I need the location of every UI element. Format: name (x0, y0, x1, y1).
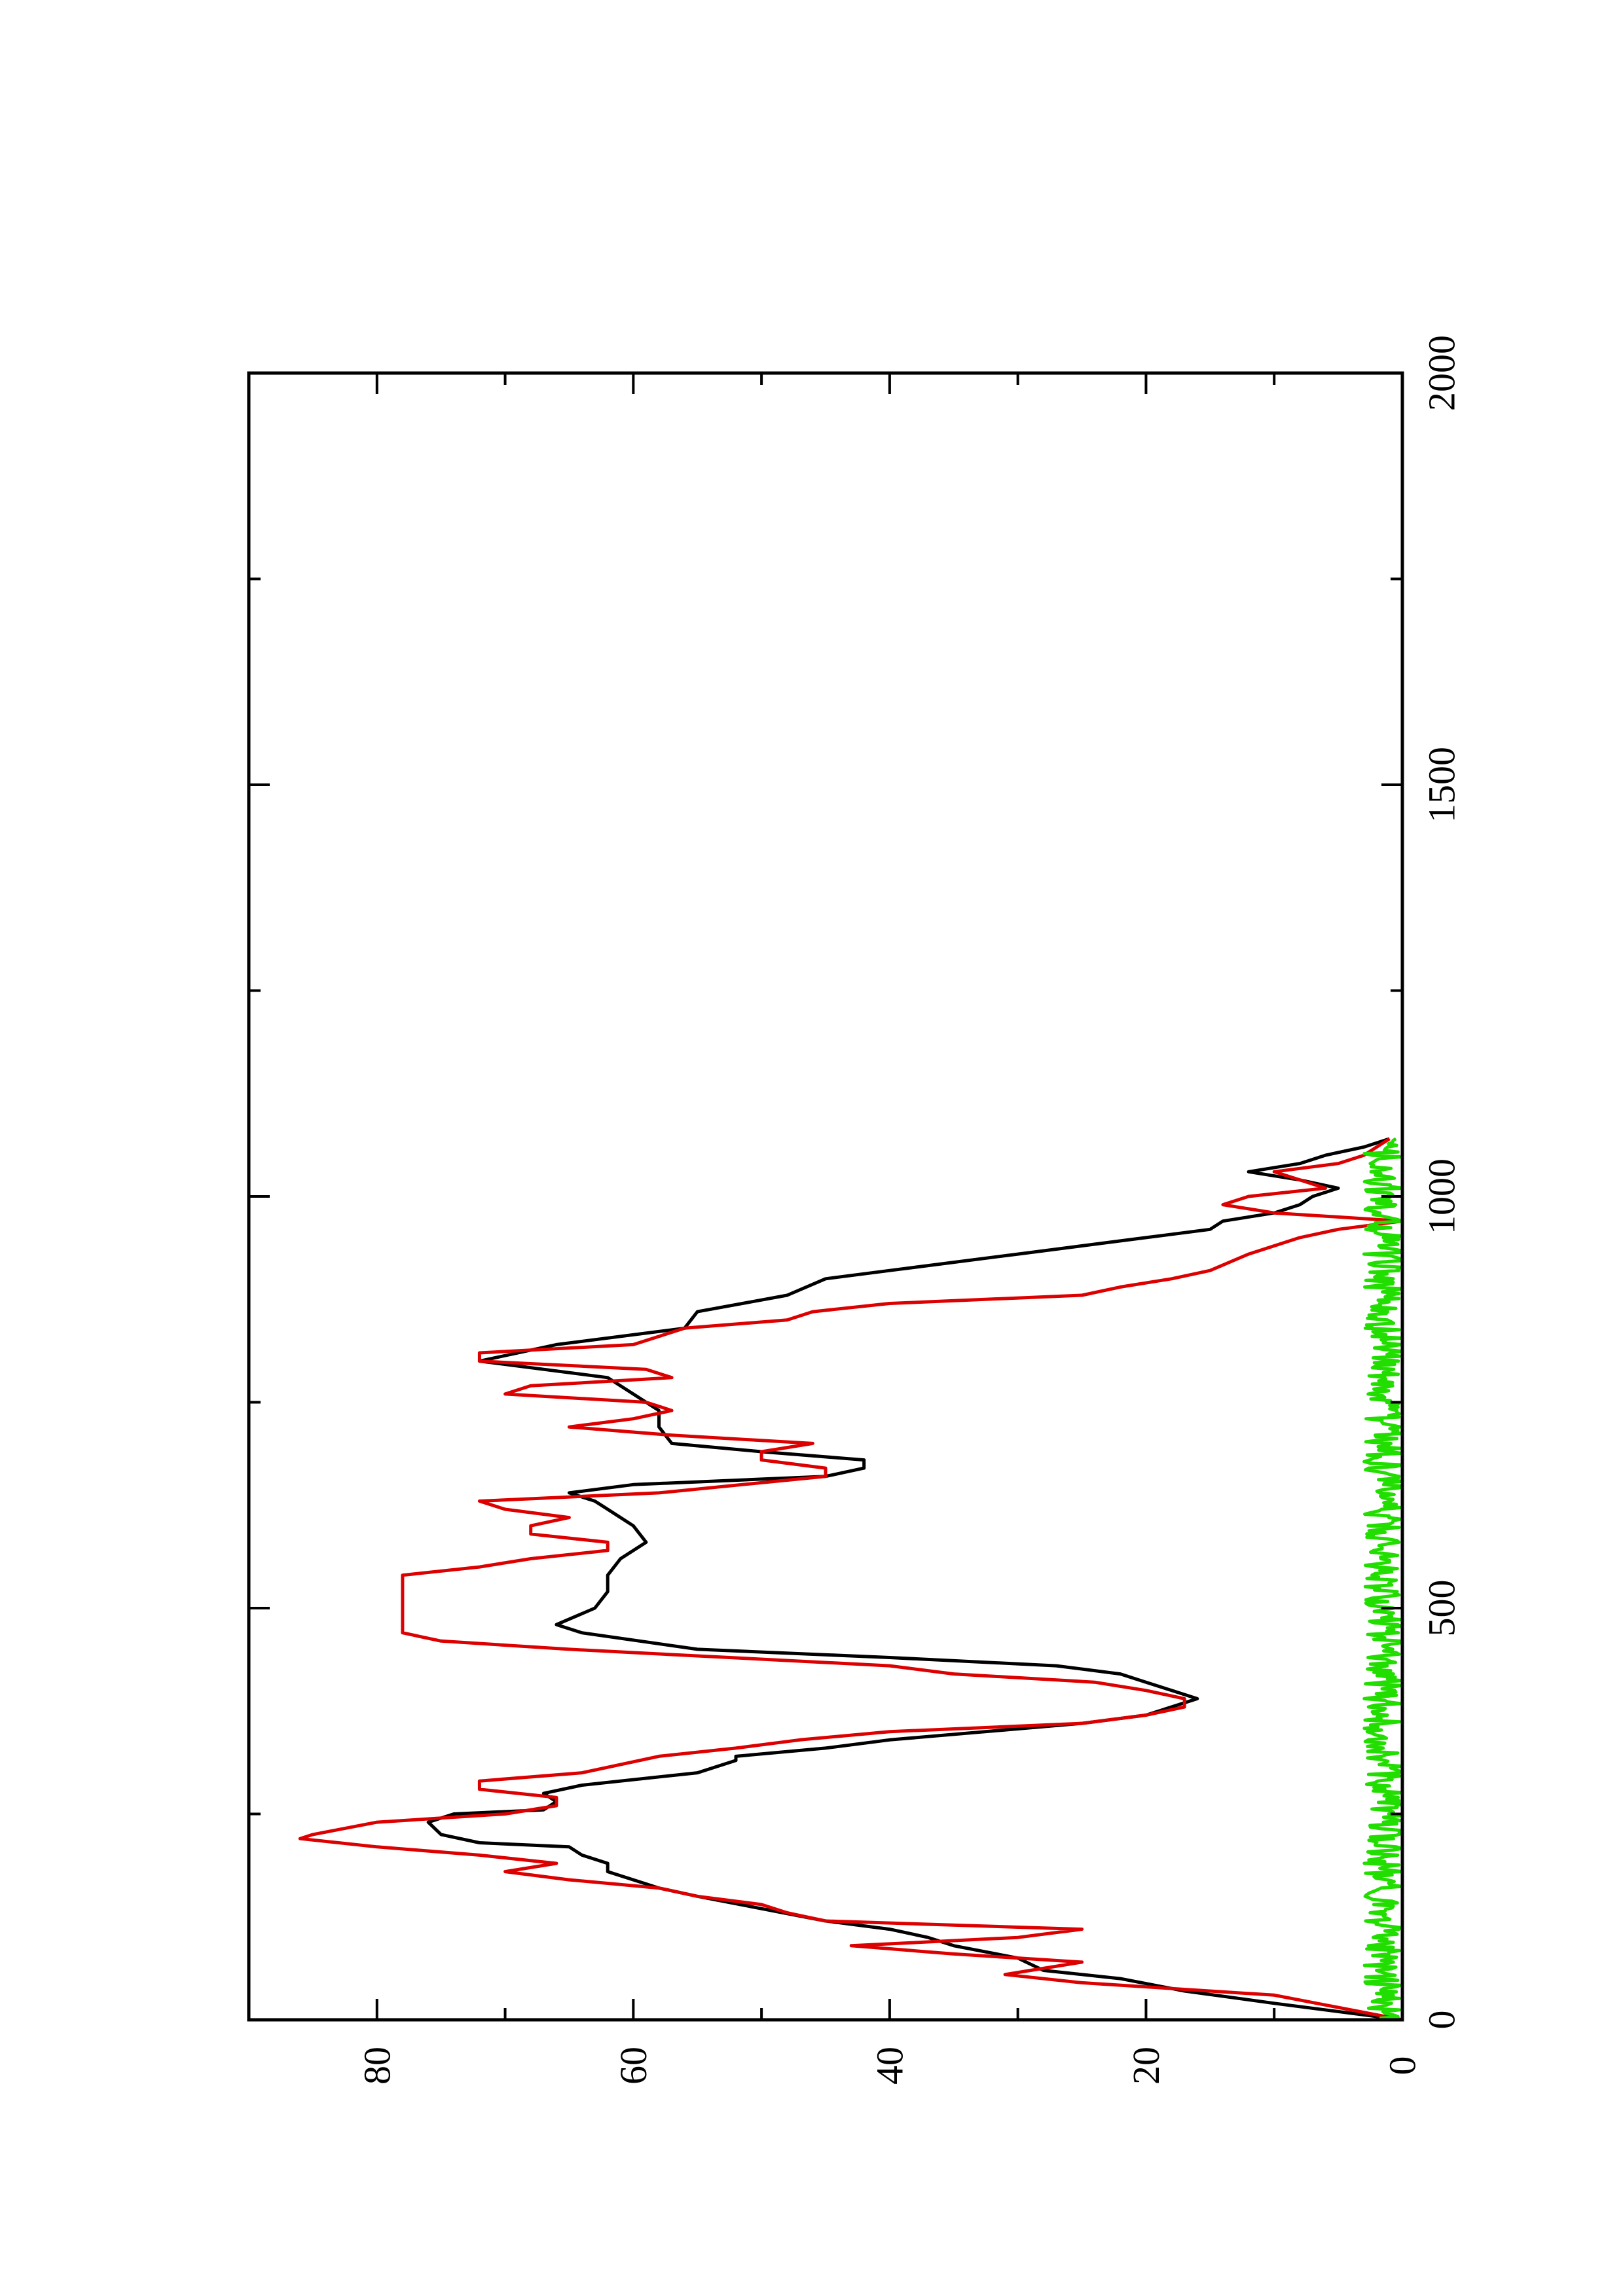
series-line-2 (298, 1137, 1404, 2022)
series-layer (298, 1137, 1404, 2022)
tick-layer (249, 372, 1404, 2021)
y-tick-label: 80 (356, 2047, 398, 2085)
y-tick-label: 40 (868, 2047, 911, 2085)
series-line-1 (426, 1137, 1403, 2022)
y-tick-label: 60 (612, 2047, 655, 2085)
y-tick-label: 0 (1381, 2056, 1424, 2075)
x-tick-label: 2000 (1421, 335, 1463, 411)
plot-frame (247, 371, 1404, 2022)
series-line-3 (1362, 1137, 1404, 2022)
x-tick-label: 0 (1421, 2011, 1463, 2030)
x-tick-label: 500 (1421, 1580, 1463, 1637)
tick-label-layer: 0 500 1000 1500 2000 0 20 40 60 80 (356, 335, 1463, 2085)
y-tick-label: 20 (1125, 2047, 1167, 2085)
x-tick-label: 1500 (1421, 747, 1463, 823)
x-tick-label: 1000 (1421, 1158, 1463, 1234)
